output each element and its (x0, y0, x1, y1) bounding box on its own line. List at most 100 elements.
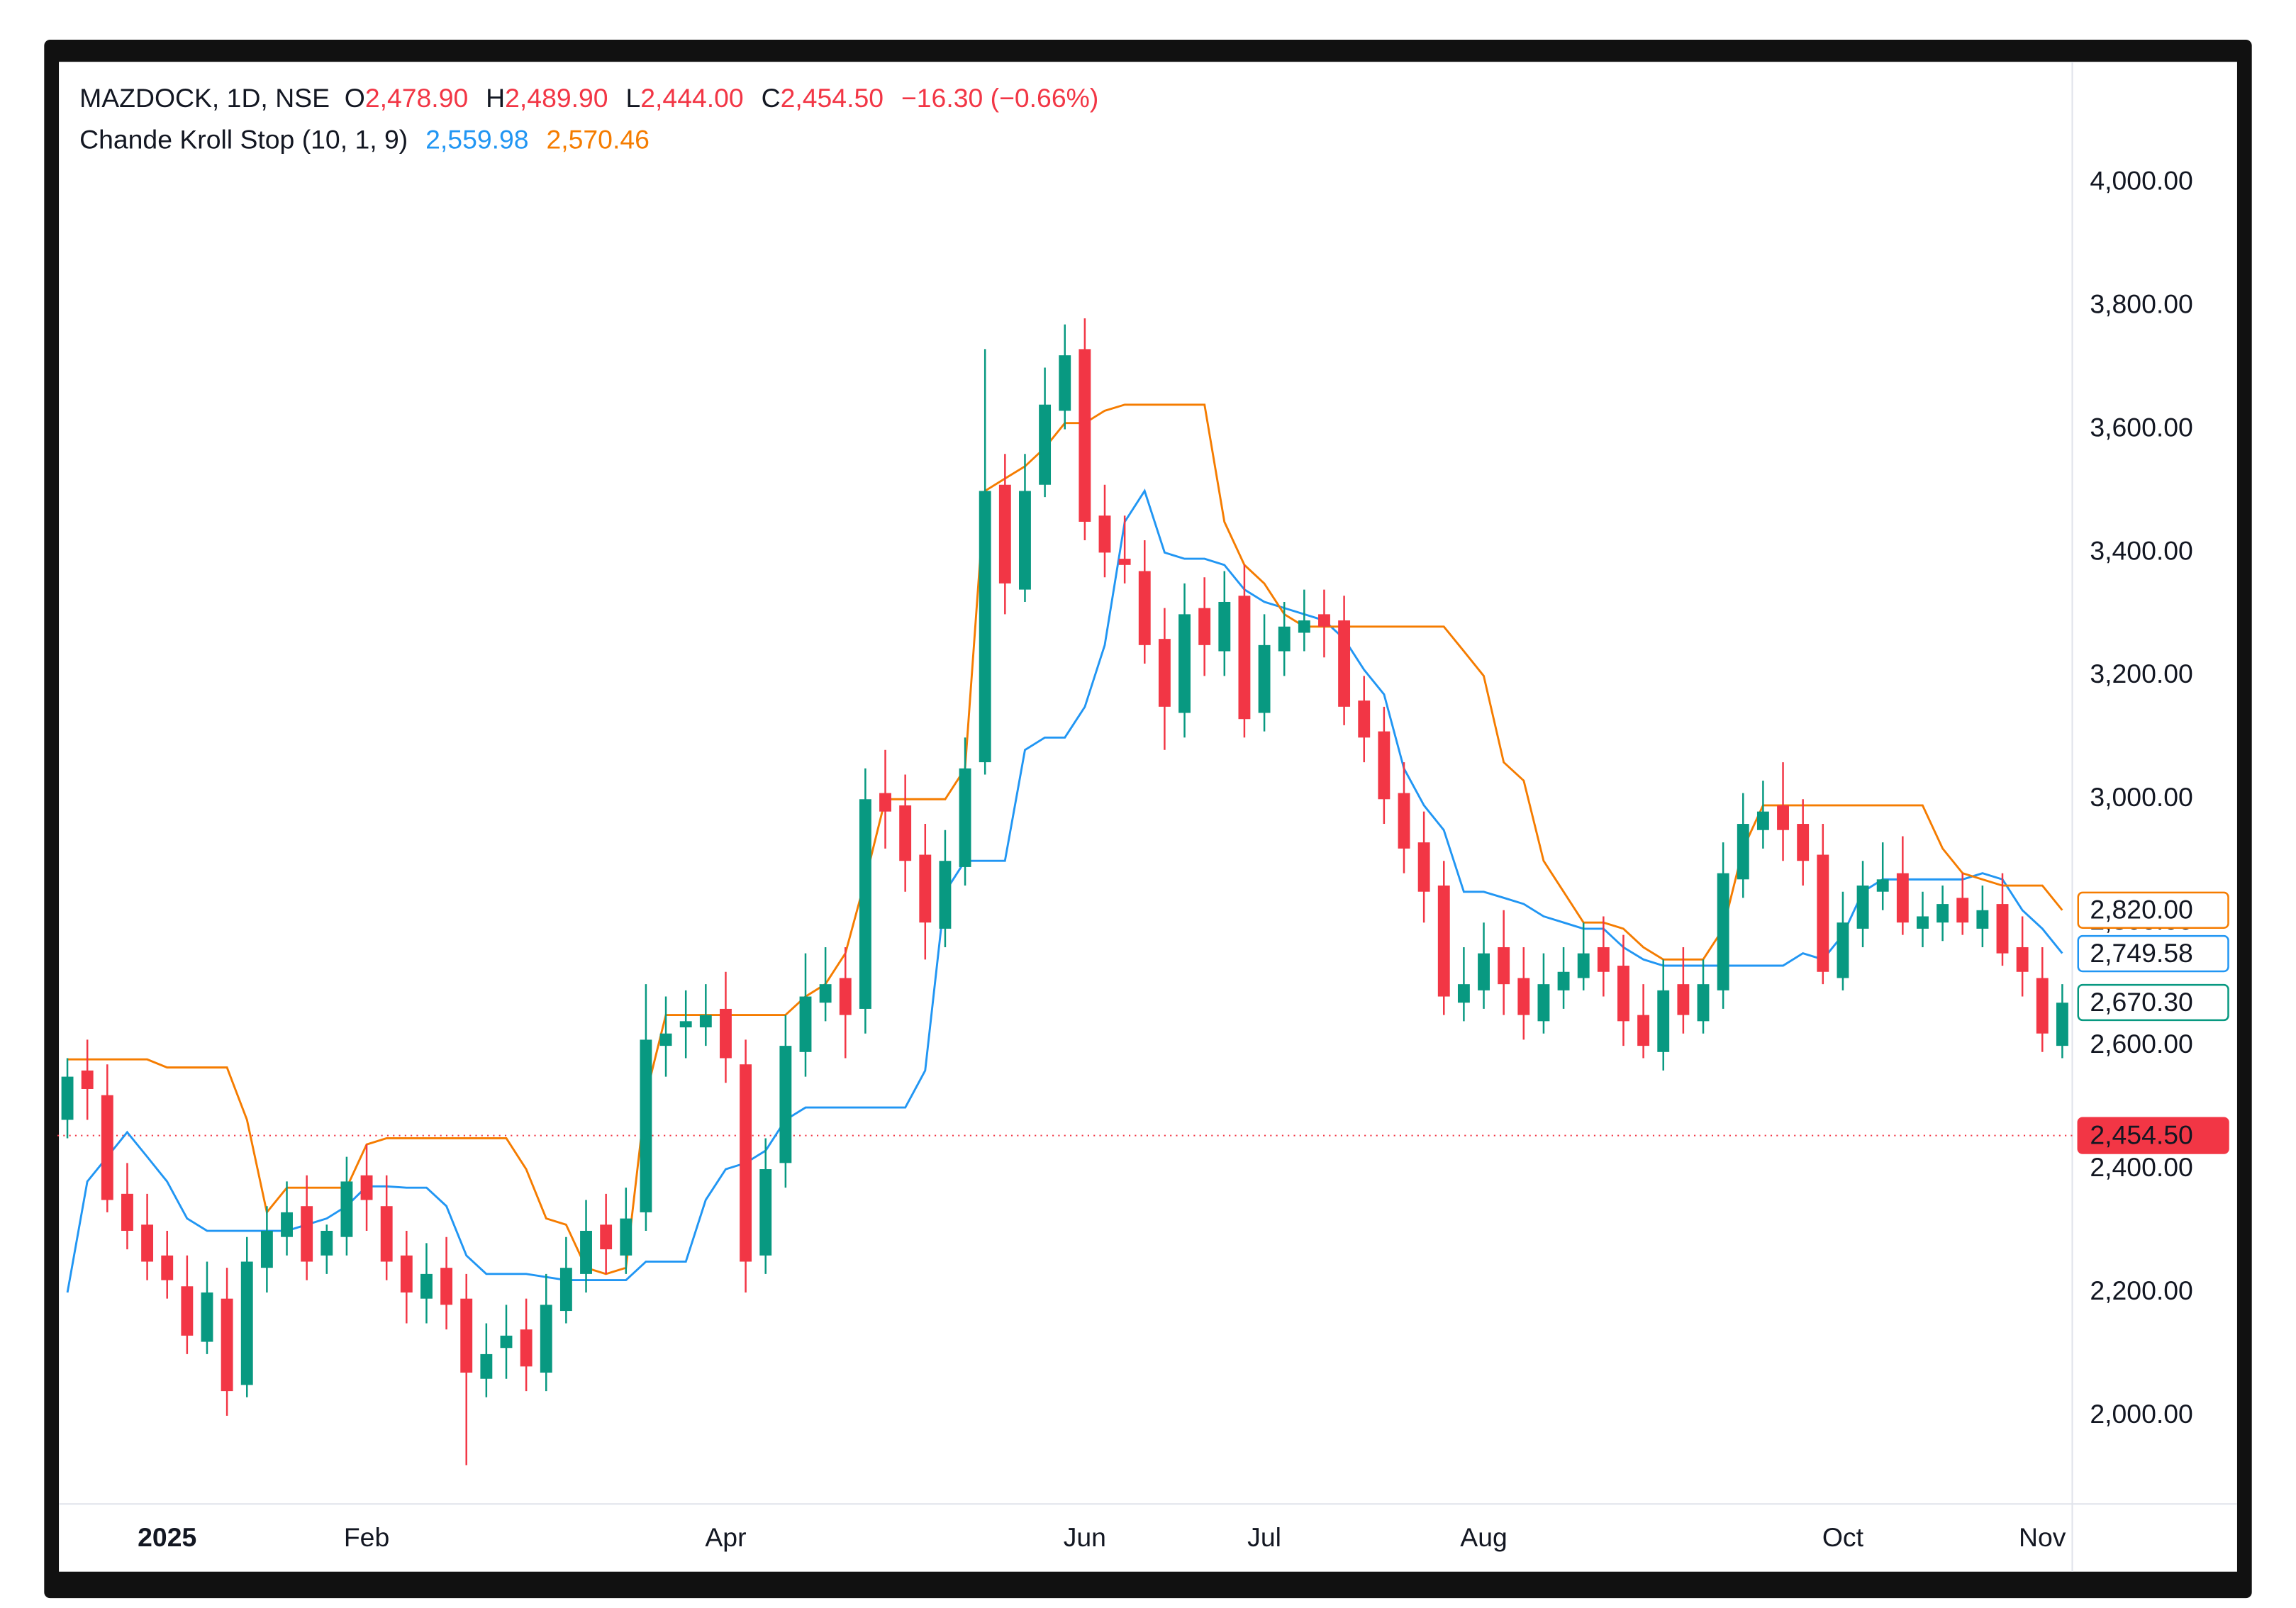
candle-body (301, 1206, 313, 1262)
y-tick-label: 3,800.00 (2090, 289, 2192, 318)
candle-body (919, 854, 932, 923)
candle-body (141, 1224, 154, 1262)
candle-body (1198, 608, 1211, 645)
candle-body (380, 1206, 393, 1262)
candle-body (340, 1181, 353, 1237)
ohlc-value: 2,489.90 (505, 83, 608, 113)
candle-body (759, 1169, 772, 1256)
stop-line (66, 488, 2063, 1293)
indicator-name: Chande Kroll Stop (10, 1, 9) (79, 124, 408, 154)
candle-body (1777, 805, 1789, 830)
candle-body (420, 1273, 433, 1299)
y-tick-label: 3,400.00 (2090, 535, 2192, 565)
candle-body (2036, 978, 2049, 1034)
symbol: MAZDOCK, 1D, NSE (79, 83, 330, 113)
indicator-value: 2,570.46 (546, 124, 649, 154)
candle-body (1617, 966, 1629, 1022)
y-tick-label: 2,400.00 (2090, 1152, 2192, 1182)
candle-body (859, 799, 871, 1009)
candle-body (1098, 515, 1111, 553)
candle-body (779, 1046, 792, 1163)
candle-body (1657, 990, 1670, 1052)
candle-body (181, 1286, 194, 1336)
y-tick-label: 4,000.00 (2090, 165, 2192, 195)
candle-body (959, 768, 971, 867)
ohlc-value: 2,444.00 (640, 83, 743, 113)
candle-body (201, 1292, 213, 1342)
candle-body (620, 1218, 632, 1256)
x-tick-label: Oct (1822, 1522, 1864, 1552)
candle-body (1079, 349, 1091, 522)
price-tag (2077, 891, 2229, 929)
candle-body (480, 1353, 493, 1379)
ohlc-key: H (486, 83, 505, 113)
ohlc-key: L (626, 83, 641, 113)
candle-body (221, 1298, 233, 1392)
candle-body (1158, 639, 1171, 707)
candle-body (1517, 978, 1530, 1015)
price-tag (2077, 934, 2229, 973)
candle-body (360, 1175, 373, 1200)
symbol-header: MAZDOCK, 1D, NSE O2,478.90 H2,489.90 L2,444… (79, 83, 1098, 113)
candle-body (1338, 620, 1351, 707)
candle-body (1118, 559, 1131, 565)
candle-body (640, 1039, 652, 1212)
candle-body (400, 1255, 413, 1292)
candle-body (101, 1095, 113, 1200)
candle-body (1797, 824, 1810, 861)
candle-body (1996, 904, 2009, 954)
candle-body (979, 491, 991, 763)
candle-body (1756, 811, 1769, 830)
indicator-header: Chande Kroll Stop (10, 1, 9) 2,559.98 2,57… (79, 124, 650, 154)
candle-body (1956, 898, 1969, 923)
candle-body (939, 861, 952, 929)
candle-body (121, 1193, 133, 1232)
candle-body (1417, 842, 1430, 892)
candle-body (161, 1255, 174, 1280)
candle-body (1298, 620, 1310, 633)
indicator-value: 2,559.98 (425, 124, 528, 154)
candle-body (61, 1076, 74, 1120)
candle-body (2016, 947, 2029, 972)
x-tick-label: Feb (344, 1522, 389, 1552)
candle-body (1876, 879, 1889, 892)
candle-body (1059, 355, 1071, 411)
candle-body (1637, 1015, 1650, 1046)
candle-body (540, 1305, 552, 1373)
candle-body (1378, 731, 1391, 800)
candle-body (1258, 644, 1271, 713)
x-tick-label: Jun (1064, 1522, 1106, 1552)
candle-body (1318, 614, 1330, 627)
candle-body (440, 1268, 453, 1305)
candle-body (1437, 886, 1450, 997)
candle-body (1138, 571, 1151, 645)
candle-body (1817, 854, 1829, 972)
candle-body (679, 1021, 692, 1028)
candle-body (839, 978, 852, 1015)
candle-body (1019, 491, 1031, 590)
candle-body (1238, 596, 1251, 720)
y-tick-label: 3,000.00 (2090, 782, 2192, 812)
candle-body (1896, 873, 1909, 923)
candle-body (740, 1064, 752, 1262)
candle-body (1837, 922, 1849, 978)
candle-body (1498, 947, 1510, 985)
x-tick-label: Nov (2019, 1522, 2066, 1552)
candle-body (240, 1261, 253, 1385)
candle-body (1936, 904, 1949, 923)
candle-body (1218, 601, 1231, 652)
y-tick-label: 2,000.00 (2090, 1399, 2192, 1429)
candle-body (1398, 793, 1410, 849)
candle-body (321, 1231, 333, 1256)
x-tick-label: 2025 (138, 1522, 196, 1552)
candle-body (1677, 984, 1690, 1015)
candle-body (899, 805, 912, 861)
x-tick-label: Aug (1460, 1522, 1507, 1552)
candle-body (1917, 916, 1929, 929)
candle-body (699, 1015, 712, 1028)
candle-body (460, 1298, 473, 1373)
price-tag-label: 2,454.50 (2090, 1120, 2192, 1150)
candle-body (1557, 971, 1570, 990)
candle-body (659, 1033, 672, 1046)
